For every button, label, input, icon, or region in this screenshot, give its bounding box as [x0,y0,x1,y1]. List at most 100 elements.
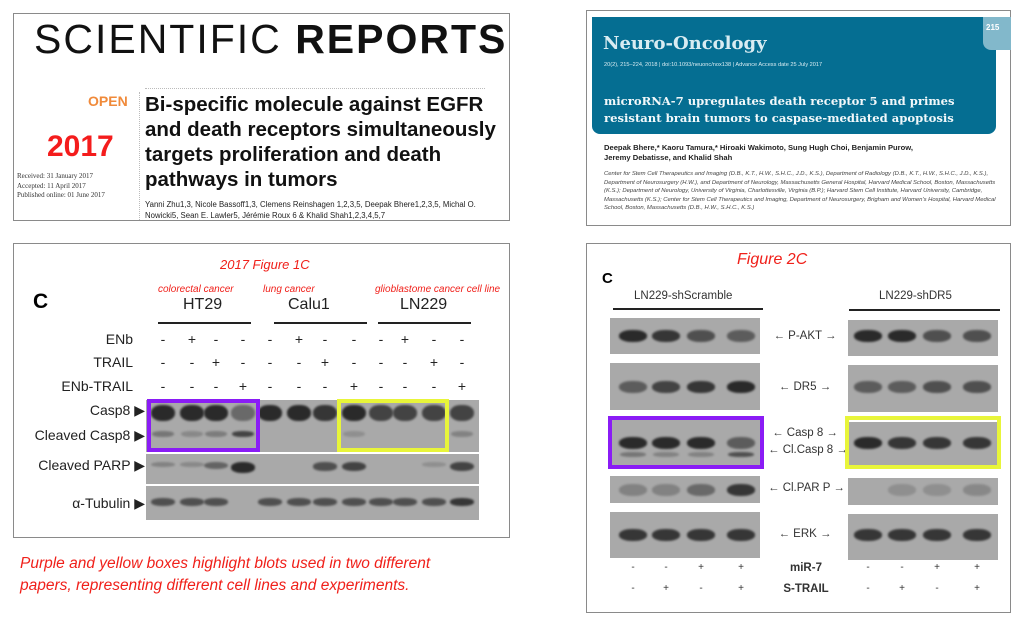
blot-band [231,405,255,421]
yellow-highlight-box [337,399,449,452]
treatment-sign: - [213,331,219,347]
blot-band [422,498,446,506]
treatment-sign: - [160,331,166,347]
blot-band [619,436,647,449]
treatment-sign: - [402,354,408,370]
blot-band [688,452,714,457]
blot-band [652,330,680,342]
blot-band [727,483,755,496]
treatment-sign: - [664,562,668,573]
blot-band [854,529,882,541]
blot-band [619,380,647,393]
blot-band [652,483,680,496]
treatment-sign: - [296,378,302,394]
treatment-label: ENb [105,331,133,347]
blot-band [652,529,680,541]
blot-band [963,436,991,449]
blot-band [151,498,175,506]
group-underline [158,322,251,324]
treatment-sign: - [935,583,939,594]
treatment-sign: + [294,331,304,347]
blot-band [923,330,951,342]
blot-band [727,436,755,449]
blot-band [923,483,951,496]
blot-band [151,462,175,468]
blot-band [687,529,715,541]
logo-bold: REPORTS [295,16,508,62]
blot-band [342,405,366,421]
treatment-sign: - [459,331,465,347]
cleaved-parp-label: Cleaved PARP ▶ [38,457,145,473]
treatment-sign: - [459,354,465,370]
caption-line: Purple and yellow boxes highlight blots … [20,555,431,572]
citation-meta: 20(2), 215–224, 2018 | doi:10.1093/neuon… [604,62,823,68]
blot-band [963,529,991,541]
blot-band [963,330,991,342]
treatment-sign: - [267,378,273,394]
treatment-sign: + [320,354,330,370]
blot-band [619,330,647,342]
treatment-sign: - [322,378,328,394]
page-number: 215 [983,17,1011,50]
casp8-label: ← Casp 8 → [772,427,838,439]
treatment-sign: - [160,354,166,370]
blot-band [204,462,228,470]
blot-band [422,462,446,467]
blot-band [393,498,417,506]
yellow-highlight-box [845,416,1001,469]
treatment-sign: - [378,331,384,347]
author-line: Jeremy Debatisse, and Khalid Shah [604,153,733,162]
alpha-tubulin-label: α-Tubulin ▶ [72,495,145,511]
treatment-sign: - [402,378,408,394]
figure-1c-heading: 2017 Figure 1C [220,257,310,272]
blot-band [451,431,473,437]
treatment-sign: - [213,378,219,394]
treatment-sign: - [866,562,870,573]
blot-band [888,380,916,393]
blot-band [204,498,228,506]
treatment-sign: - [240,331,246,347]
cell-type-note: colorectal cancer [158,284,234,295]
group-underline [849,309,1000,311]
blot-band [393,405,417,421]
treatment-sign: + [211,354,221,370]
divider [145,88,485,89]
author-line: Deepak Bhere,* Kaoru Tamura,* Hiroaki Wa… [604,143,913,152]
blot-band [854,436,882,449]
treatment-sign: + [974,583,980,594]
blot-band [313,498,337,506]
cell-line-name: LN229 [400,296,448,313]
blot-band [652,380,680,393]
treatment-sign: - [631,562,635,573]
panel-letter: C [602,270,613,287]
journal-banner [592,17,996,134]
treatment-sign: + [738,562,744,573]
treatment-label: miR-7 [790,562,822,574]
treatment-sign: + [663,583,669,594]
affiliations: Center for Stem Cell Therapeutics and Im… [604,171,996,211]
author-list: Yanni Zhu1,3, Nicole Bassoff1,3, Clemens… [145,200,476,220]
blot-band [687,380,715,393]
treatment-sign: - [699,583,703,594]
caption-line: papers, representing different cell line… [20,577,410,594]
treatment-label: TRAIL [93,354,133,370]
cleaved-casp8-label: ← Cl.Casp 8 → [768,444,848,456]
treatment-sign: + [187,331,197,347]
blot-band [342,498,366,506]
blot-band [888,436,916,449]
blot-band [258,498,282,506]
blot-band [342,462,366,472]
journal-name: Neuro-Oncology [603,33,767,54]
treatment-sign: - [160,378,166,394]
treatment-sign: - [900,562,904,573]
erk-label: ← ERK → [778,528,832,540]
received-date: Received: 31 January 2017 [17,172,94,180]
treatment-sign: - [189,354,195,370]
blot-band [287,498,311,506]
scientific-reports-header [13,13,510,221]
cell-type-note: lung cancer [263,284,315,295]
blot-band [652,436,680,449]
blot-band [727,380,755,393]
treatment-sign: - [267,331,273,347]
group-underline [613,308,763,310]
